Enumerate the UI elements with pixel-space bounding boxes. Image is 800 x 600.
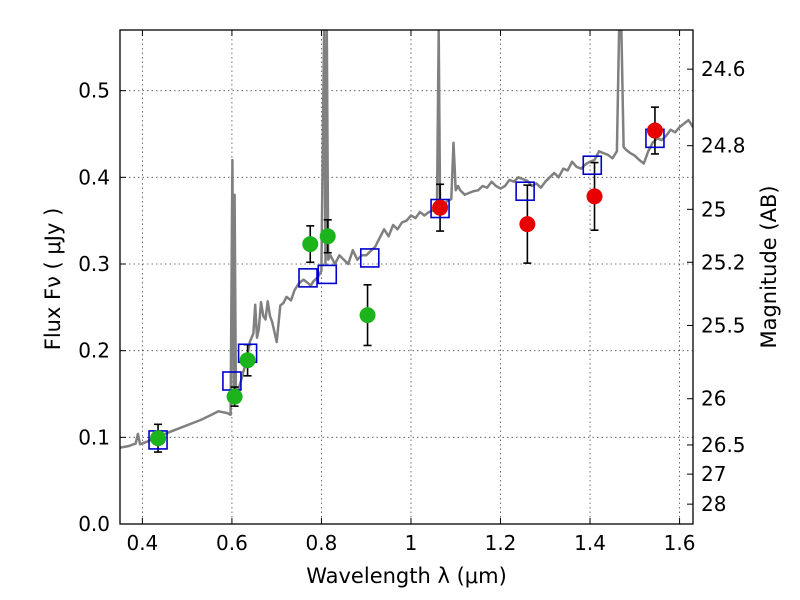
red-data-point: [432, 199, 449, 216]
data-points: [148, 122, 665, 450]
magnitude-tick-label: 24.8: [701, 134, 746, 158]
red-data-point: [646, 122, 663, 139]
magnitude-axis-ticks: 24.6 24.8 25 25.2 25.5 26 26.5 27 28: [687, 57, 746, 516]
sed-line-layer: [120, 30, 693, 449]
red-data-point: [519, 216, 536, 233]
y-tick-label: 0.1: [78, 425, 110, 449]
x-tick-label: 0.6: [216, 531, 248, 555]
model-square-marker: [359, 248, 380, 268]
y-tick-label: 0.3: [78, 252, 110, 276]
green-data-point: [319, 228, 336, 245]
model-square-marker: [430, 198, 450, 219]
x-tick-label: 1.4: [574, 531, 606, 555]
green-data-point: [150, 430, 167, 447]
magnitude-tick-label: 24.6: [701, 57, 746, 81]
plot-frame: [119, 29, 694, 525]
magnitude-tick-label: 25.2: [701, 250, 746, 274]
magnitude-tick-label: 25: [701, 197, 726, 221]
x-tick-label: 0.4: [126, 531, 158, 555]
y-tick-label: 0.4: [78, 165, 110, 189]
model-square-marker: [582, 155, 603, 175]
x-tick-label: 1: [405, 531, 418, 555]
magnitude-tick-label: 28: [701, 492, 726, 516]
green-data-point: [359, 307, 376, 324]
model-square-marker: [515, 181, 535, 201]
x-tick-label: 1.2: [485, 531, 517, 555]
model-square-marker: [298, 268, 318, 288]
y-tick-label: 0.2: [78, 339, 110, 363]
y-axis-label: Flux Fν ( μJy ): [41, 208, 65, 351]
red-data-point: [586, 188, 603, 205]
magnitude-tick-label: 25.5: [701, 313, 746, 337]
magnitude-tick-label: 26.5: [701, 433, 746, 457]
magnitude-tick-label: 27: [701, 462, 726, 486]
y-tick-label: 0.5: [78, 79, 110, 103]
y-axis-ticks: 0.0 0.1 0.2 0.3 0.4 0.5: [78, 79, 126, 536]
sed-model-line: [120, 30, 693, 449]
x-tick-label: 0.8: [306, 531, 338, 555]
magnitude-axis-label: Magnitude (AB): [757, 185, 781, 348]
gridlines: [120, 30, 693, 525]
y-tick-label: 0.0: [78, 512, 110, 536]
green-data-point: [226, 388, 243, 405]
x-tick-label: 1.6: [664, 531, 696, 555]
x-axis-label: Wavelength λ (μm): [306, 564, 507, 588]
magnitude-tick-label: 26: [701, 387, 726, 411]
model-square-marker: [317, 264, 338, 285]
green-data-point: [239, 352, 256, 369]
green-data-point: [302, 236, 319, 253]
x-axis-ticks: 0.4 0.6 0.8 1 1.2 1.4 1.6: [126, 30, 695, 555]
